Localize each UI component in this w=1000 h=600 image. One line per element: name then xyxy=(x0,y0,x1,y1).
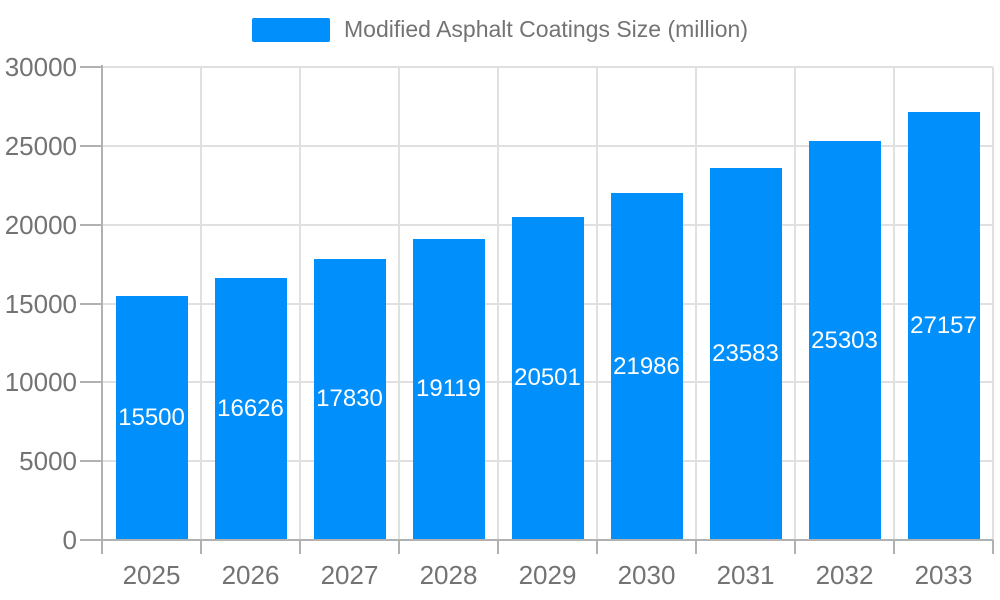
x-axis-tick xyxy=(497,540,499,554)
x-axis-label: 2032 xyxy=(815,560,874,590)
bar-value-label: 27157 xyxy=(910,311,977,339)
x-axis-tick xyxy=(200,540,202,554)
bar-value-label: 21986 xyxy=(613,352,680,380)
x-axis-line xyxy=(80,539,993,541)
x-axis-tick xyxy=(101,540,103,554)
bar-2031[interactable] xyxy=(709,168,782,540)
bar-value-label: 16626 xyxy=(217,394,284,422)
gridline-vertical xyxy=(200,67,202,540)
y-axis-tick xyxy=(80,381,102,384)
gridline-vertical xyxy=(299,67,301,540)
gridline-vertical xyxy=(497,67,499,540)
y-axis-tick xyxy=(80,223,102,226)
y-axis-line xyxy=(101,65,103,540)
x-axis-tick xyxy=(794,540,796,554)
bar-2027[interactable] xyxy=(313,258,386,540)
x-axis-tick xyxy=(398,540,400,554)
y-axis-label: 20000 xyxy=(4,209,77,240)
legend-item[interactable]: Modified Asphalt Coatings Size (million) xyxy=(0,16,1000,43)
x-axis-label: 2027 xyxy=(320,560,379,590)
gridline-horizontal xyxy=(102,66,993,68)
bar-2033[interactable] xyxy=(907,111,980,540)
legend-swatch xyxy=(252,17,331,42)
x-axis-tick xyxy=(299,540,301,554)
y-axis-label: 15000 xyxy=(4,288,77,319)
bar-2025[interactable] xyxy=(115,295,188,540)
x-axis-label: 2033 xyxy=(914,560,973,590)
y-axis-tick xyxy=(80,144,102,147)
bar-2026[interactable] xyxy=(214,277,287,540)
y-axis-label: 5000 xyxy=(19,446,77,477)
y-axis-label: 30000 xyxy=(4,52,77,82)
x-axis-label: 2028 xyxy=(419,560,478,590)
bar-2030[interactable] xyxy=(610,193,683,540)
legend-label: Modified Asphalt Coatings Size (million) xyxy=(344,16,748,42)
bar-value-label: 19119 xyxy=(416,375,481,403)
gridline-vertical xyxy=(596,67,598,540)
gridline-vertical xyxy=(695,67,697,540)
bar-value-label: 25303 xyxy=(811,326,878,354)
bar-2028[interactable] xyxy=(412,238,485,540)
bar-value-label: 17830 xyxy=(316,385,383,413)
x-axis-tick xyxy=(695,540,697,554)
y-axis-tick xyxy=(80,302,102,305)
y-axis-label: 0 xyxy=(62,525,77,555)
y-axis-tick xyxy=(80,460,102,463)
x-axis-label: 2031 xyxy=(716,560,775,590)
bar-2029[interactable] xyxy=(511,216,584,540)
x-axis-tick xyxy=(992,540,994,554)
bar-value-label: 15500 xyxy=(118,403,185,431)
x-axis-label: 2025 xyxy=(122,560,181,590)
y-axis-tick xyxy=(80,66,102,68)
bar-2032[interactable] xyxy=(808,141,881,540)
gridline-vertical xyxy=(992,67,994,540)
gridline-vertical xyxy=(893,67,895,540)
x-axis-label: 2030 xyxy=(617,560,676,590)
y-axis-label: 10000 xyxy=(4,367,77,398)
x-axis-tick xyxy=(596,540,598,554)
x-axis-label: 2026 xyxy=(221,560,280,590)
gridline-vertical xyxy=(398,67,400,540)
bar-value-label: 23583 xyxy=(712,340,779,368)
x-axis-label: 2029 xyxy=(518,560,577,590)
y-axis-label: 25000 xyxy=(4,130,77,161)
bar-value-label: 20501 xyxy=(514,364,581,392)
gridline-vertical xyxy=(794,67,796,540)
gridline-horizontal xyxy=(102,144,993,147)
x-axis-tick xyxy=(893,540,895,554)
